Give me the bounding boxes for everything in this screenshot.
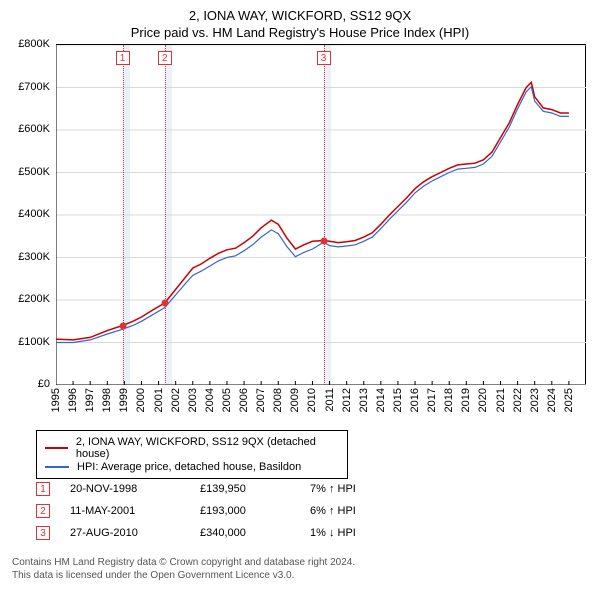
footer-line1: Contains HM Land Registry data © Crown c… (12, 557, 355, 570)
y-tick-label: £300K (8, 251, 50, 263)
x-tick-label: 2014 (375, 388, 387, 412)
x-tick-label: 1997 (84, 388, 96, 412)
title-address: 2, IONA WAY, WICKFORD, SS12 9QX (0, 8, 600, 23)
legend-swatch (45, 447, 68, 449)
sale-marker-chart: 1 (116, 51, 130, 65)
sale-price: £193,000 (200, 505, 310, 517)
sale-vline (123, 45, 124, 385)
sale-vline (165, 45, 166, 385)
sale-date: 20-NOV-1998 (70, 483, 200, 495)
sale-date: 27-AUG-2010 (70, 527, 200, 539)
footer-line2: This data is licensed under the Open Gov… (12, 570, 355, 583)
x-tick-label: 2010 (306, 388, 318, 412)
x-tick-label: 1995 (50, 388, 62, 412)
x-tick-label: 2006 (238, 388, 250, 412)
sale-point (320, 237, 327, 244)
legend-swatch (45, 466, 69, 468)
x-tick-label: 2009 (289, 388, 301, 412)
legend-item: HPI: Average price, detached house, Basi… (45, 461, 339, 473)
y-axis-labels: £0£100K£200K£300K£400K£500K£600K£700K£80… (8, 44, 52, 384)
x-tick-label: 2019 (460, 388, 472, 412)
chart: £0£100K£200K£300K£400K£500K£600K£700K£80… (8, 44, 592, 419)
plot-area: 1 2 3 (56, 44, 586, 384)
y-tick-label: £100K (8, 336, 50, 348)
legend: 2, IONA WAY, WICKFORD, SS12 9QX (detache… (36, 430, 348, 479)
y-tick-label: £800K (8, 38, 50, 50)
sale-row: 2 11-MAY-2001 £193,000 6% ↑ HPI (36, 500, 400, 522)
sale-marker-chart: 2 (158, 51, 172, 65)
sale-price: £340,000 (200, 527, 310, 539)
legend-item: 2, IONA WAY, WICKFORD, SS12 9QX (detache… (45, 436, 339, 460)
y-tick-label: £700K (8, 81, 50, 93)
sale-row: 1 20-NOV-1998 £139,950 7% ↑ HPI (36, 478, 400, 500)
y-tick-label: £500K (8, 166, 50, 178)
x-tick-label: 2022 (512, 388, 524, 412)
x-tick-label: 1998 (101, 388, 113, 412)
x-tick-label: 2007 (255, 388, 267, 412)
x-tick-label: 2013 (358, 388, 370, 412)
sale-marker: 1 (36, 482, 50, 496)
footer: Contains HM Land Registry data © Crown c… (12, 557, 355, 582)
sale-marker: 2 (36, 504, 50, 518)
x-tick-label: 2016 (409, 388, 421, 412)
sale-hpi: 7% ↑ HPI (310, 483, 400, 495)
sale-marker-chart: 3 (317, 51, 331, 65)
x-tick-label: 1996 (67, 388, 79, 412)
x-tick-label: 2015 (392, 388, 404, 412)
x-tick-label: 2005 (221, 388, 233, 412)
page: 2, IONA WAY, WICKFORD, SS12 9QX Price pa… (0, 0, 600, 590)
legend-label: 2, IONA WAY, WICKFORD, SS12 9QX (detache… (76, 436, 339, 460)
x-tick-label: 1999 (118, 388, 130, 412)
sale-date: 11-MAY-2001 (70, 505, 200, 517)
legend-label: HPI: Average price, detached house, Basi… (77, 461, 301, 473)
chart-svg (56, 45, 586, 385)
sale-point (119, 322, 126, 329)
x-tick-label: 2003 (187, 388, 199, 412)
sale-vline (324, 45, 325, 385)
x-axis-labels: 1995199619971998199920002001200220032004… (56, 384, 586, 424)
x-tick-label: 2000 (135, 388, 147, 412)
x-tick-label: 2018 (443, 388, 455, 412)
title-subtitle: Price paid vs. HM Land Registry's House … (0, 25, 600, 40)
x-tick-label: 2025 (563, 388, 575, 412)
sale-row: 3 27-AUG-2010 £340,000 1% ↓ HPI (36, 522, 400, 544)
x-tick-label: 2011 (324, 388, 336, 412)
y-tick-label: £200K (8, 293, 50, 305)
y-tick-label: £400K (8, 208, 50, 220)
sale-point (161, 299, 168, 306)
x-tick-label: 2020 (477, 388, 489, 412)
sales-table: 1 20-NOV-1998 £139,950 7% ↑ HPI 2 11-MAY… (36, 478, 400, 544)
sale-hpi: 6% ↑ HPI (310, 505, 400, 517)
title-block: 2, IONA WAY, WICKFORD, SS12 9QX Price pa… (0, 0, 600, 40)
sale-hpi: 1% ↓ HPI (310, 527, 400, 539)
x-tick-label: 2023 (529, 388, 541, 412)
x-tick-label: 2001 (153, 388, 165, 412)
y-tick-label: £600K (8, 123, 50, 135)
sale-marker: 3 (36, 526, 50, 540)
sale-price: £139,950 (200, 483, 310, 495)
x-tick-label: 2021 (495, 388, 507, 412)
x-tick-label: 2012 (341, 388, 353, 412)
x-tick-label: 2002 (170, 388, 182, 412)
x-tick-label: 2024 (546, 388, 558, 412)
x-tick-label: 2004 (204, 388, 216, 412)
series-property (56, 82, 569, 340)
x-tick-label: 2008 (272, 388, 284, 412)
x-tick-label: 2017 (426, 388, 438, 412)
y-tick-label: £0 (8, 378, 50, 390)
